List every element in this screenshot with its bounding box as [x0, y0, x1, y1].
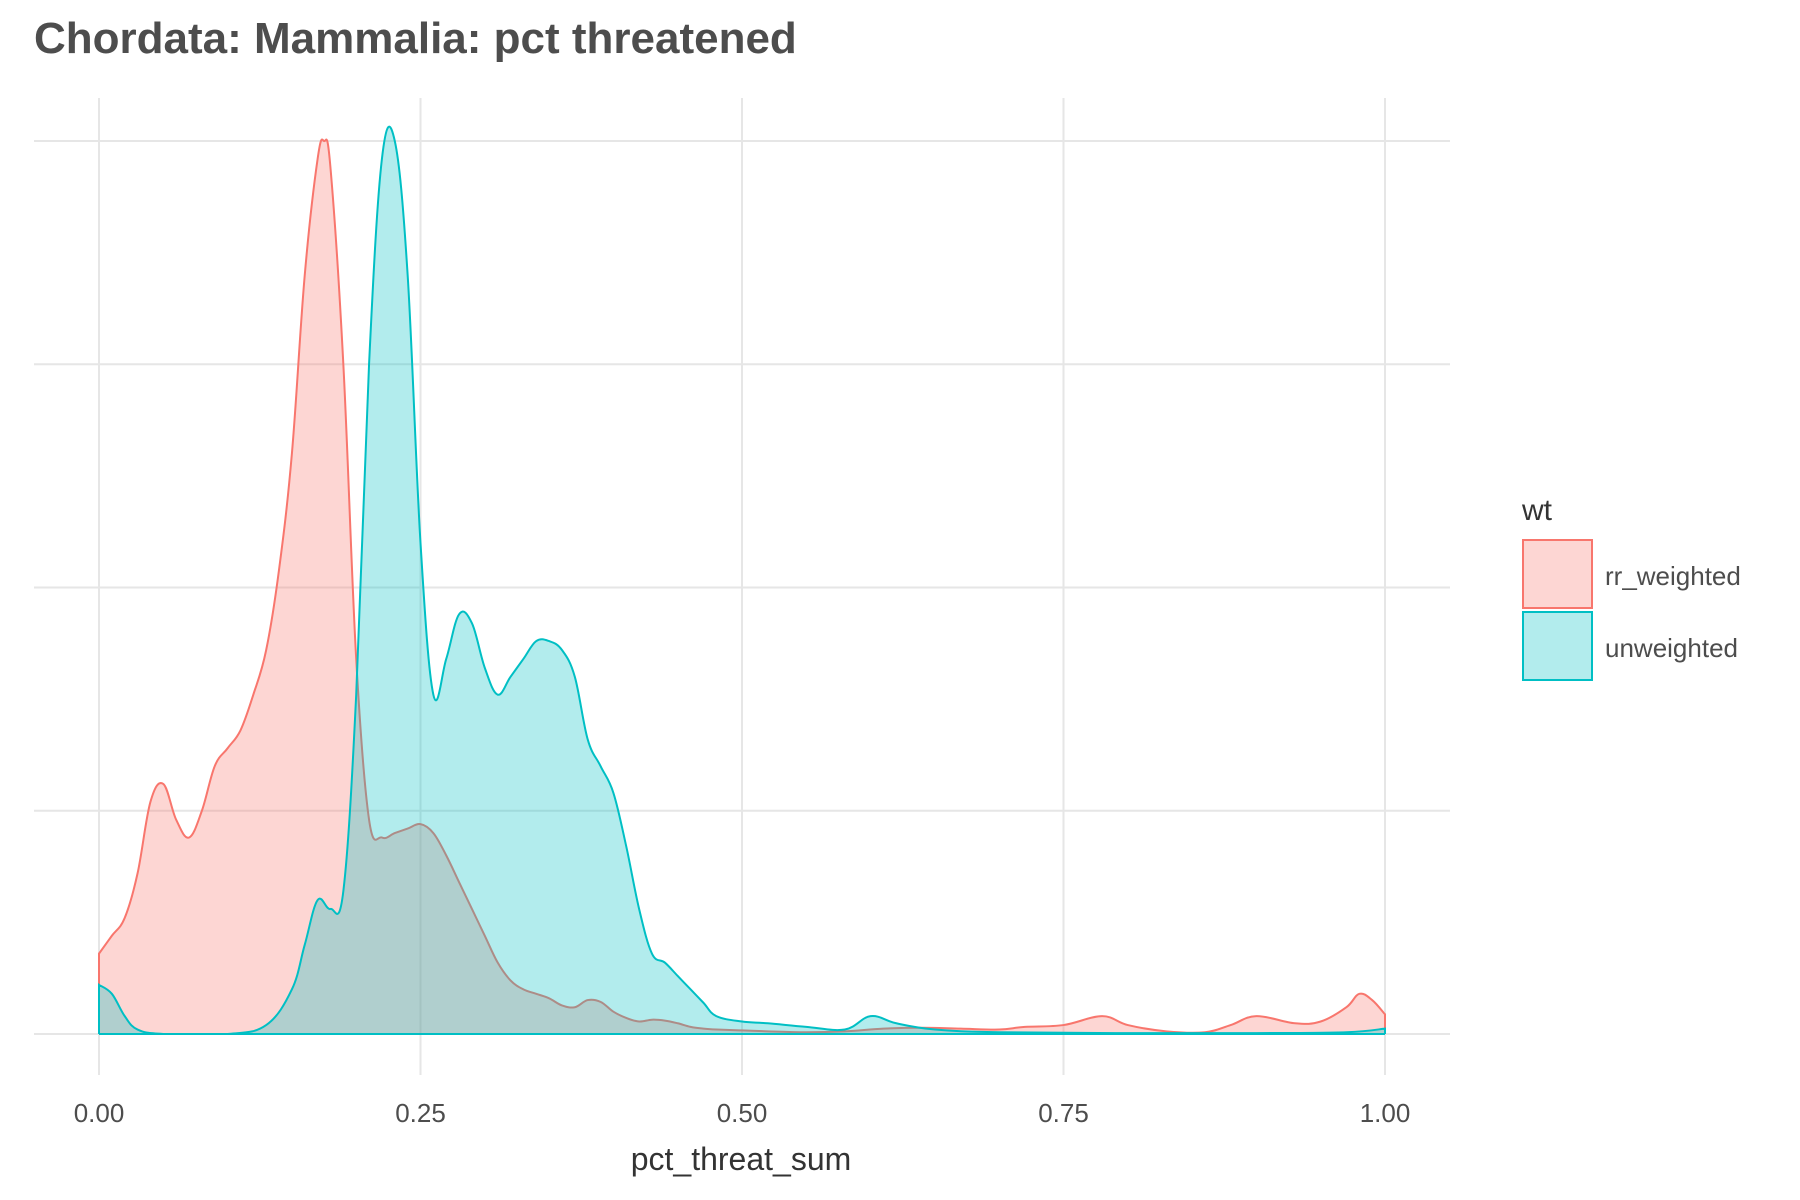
x-tick-label: 0.50 [717, 1098, 768, 1128]
legend-key-rr_weighted [1522, 539, 1593, 609]
x-tick-label: 0.00 [74, 1098, 125, 1128]
legend-key-unweighted [1522, 611, 1593, 681]
chart-title: Chordata: Mammalia: pct threatened [34, 14, 797, 63]
legend-label-rr_weighted: rr_weighted [1605, 561, 1741, 591]
series-line-unweighted [98, 125, 1386, 1036]
legend-title: wt [1521, 494, 1553, 527]
series-area-rr_weighted [99, 139, 1385, 1034]
legend: wt rr_weighted unweighted [1521, 494, 1741, 681]
series-area-unweighted [99, 126, 1385, 1035]
x-tick-label: 0.75 [1038, 1098, 1089, 1128]
x-tick-label: 1.00 [1360, 1098, 1411, 1128]
x-axis-title: pct_threat_sum [631, 1141, 852, 1177]
x-tick-label: 0.25 [395, 1098, 446, 1128]
x-axis-ticks: 0.00 0.25 0.50 0.75 1.00 [74, 1098, 1411, 1128]
series-layer [98, 125, 1386, 1036]
legend-label-unweighted: unweighted [1605, 633, 1738, 663]
series-line-rr_weighted [98, 138, 1386, 1034]
